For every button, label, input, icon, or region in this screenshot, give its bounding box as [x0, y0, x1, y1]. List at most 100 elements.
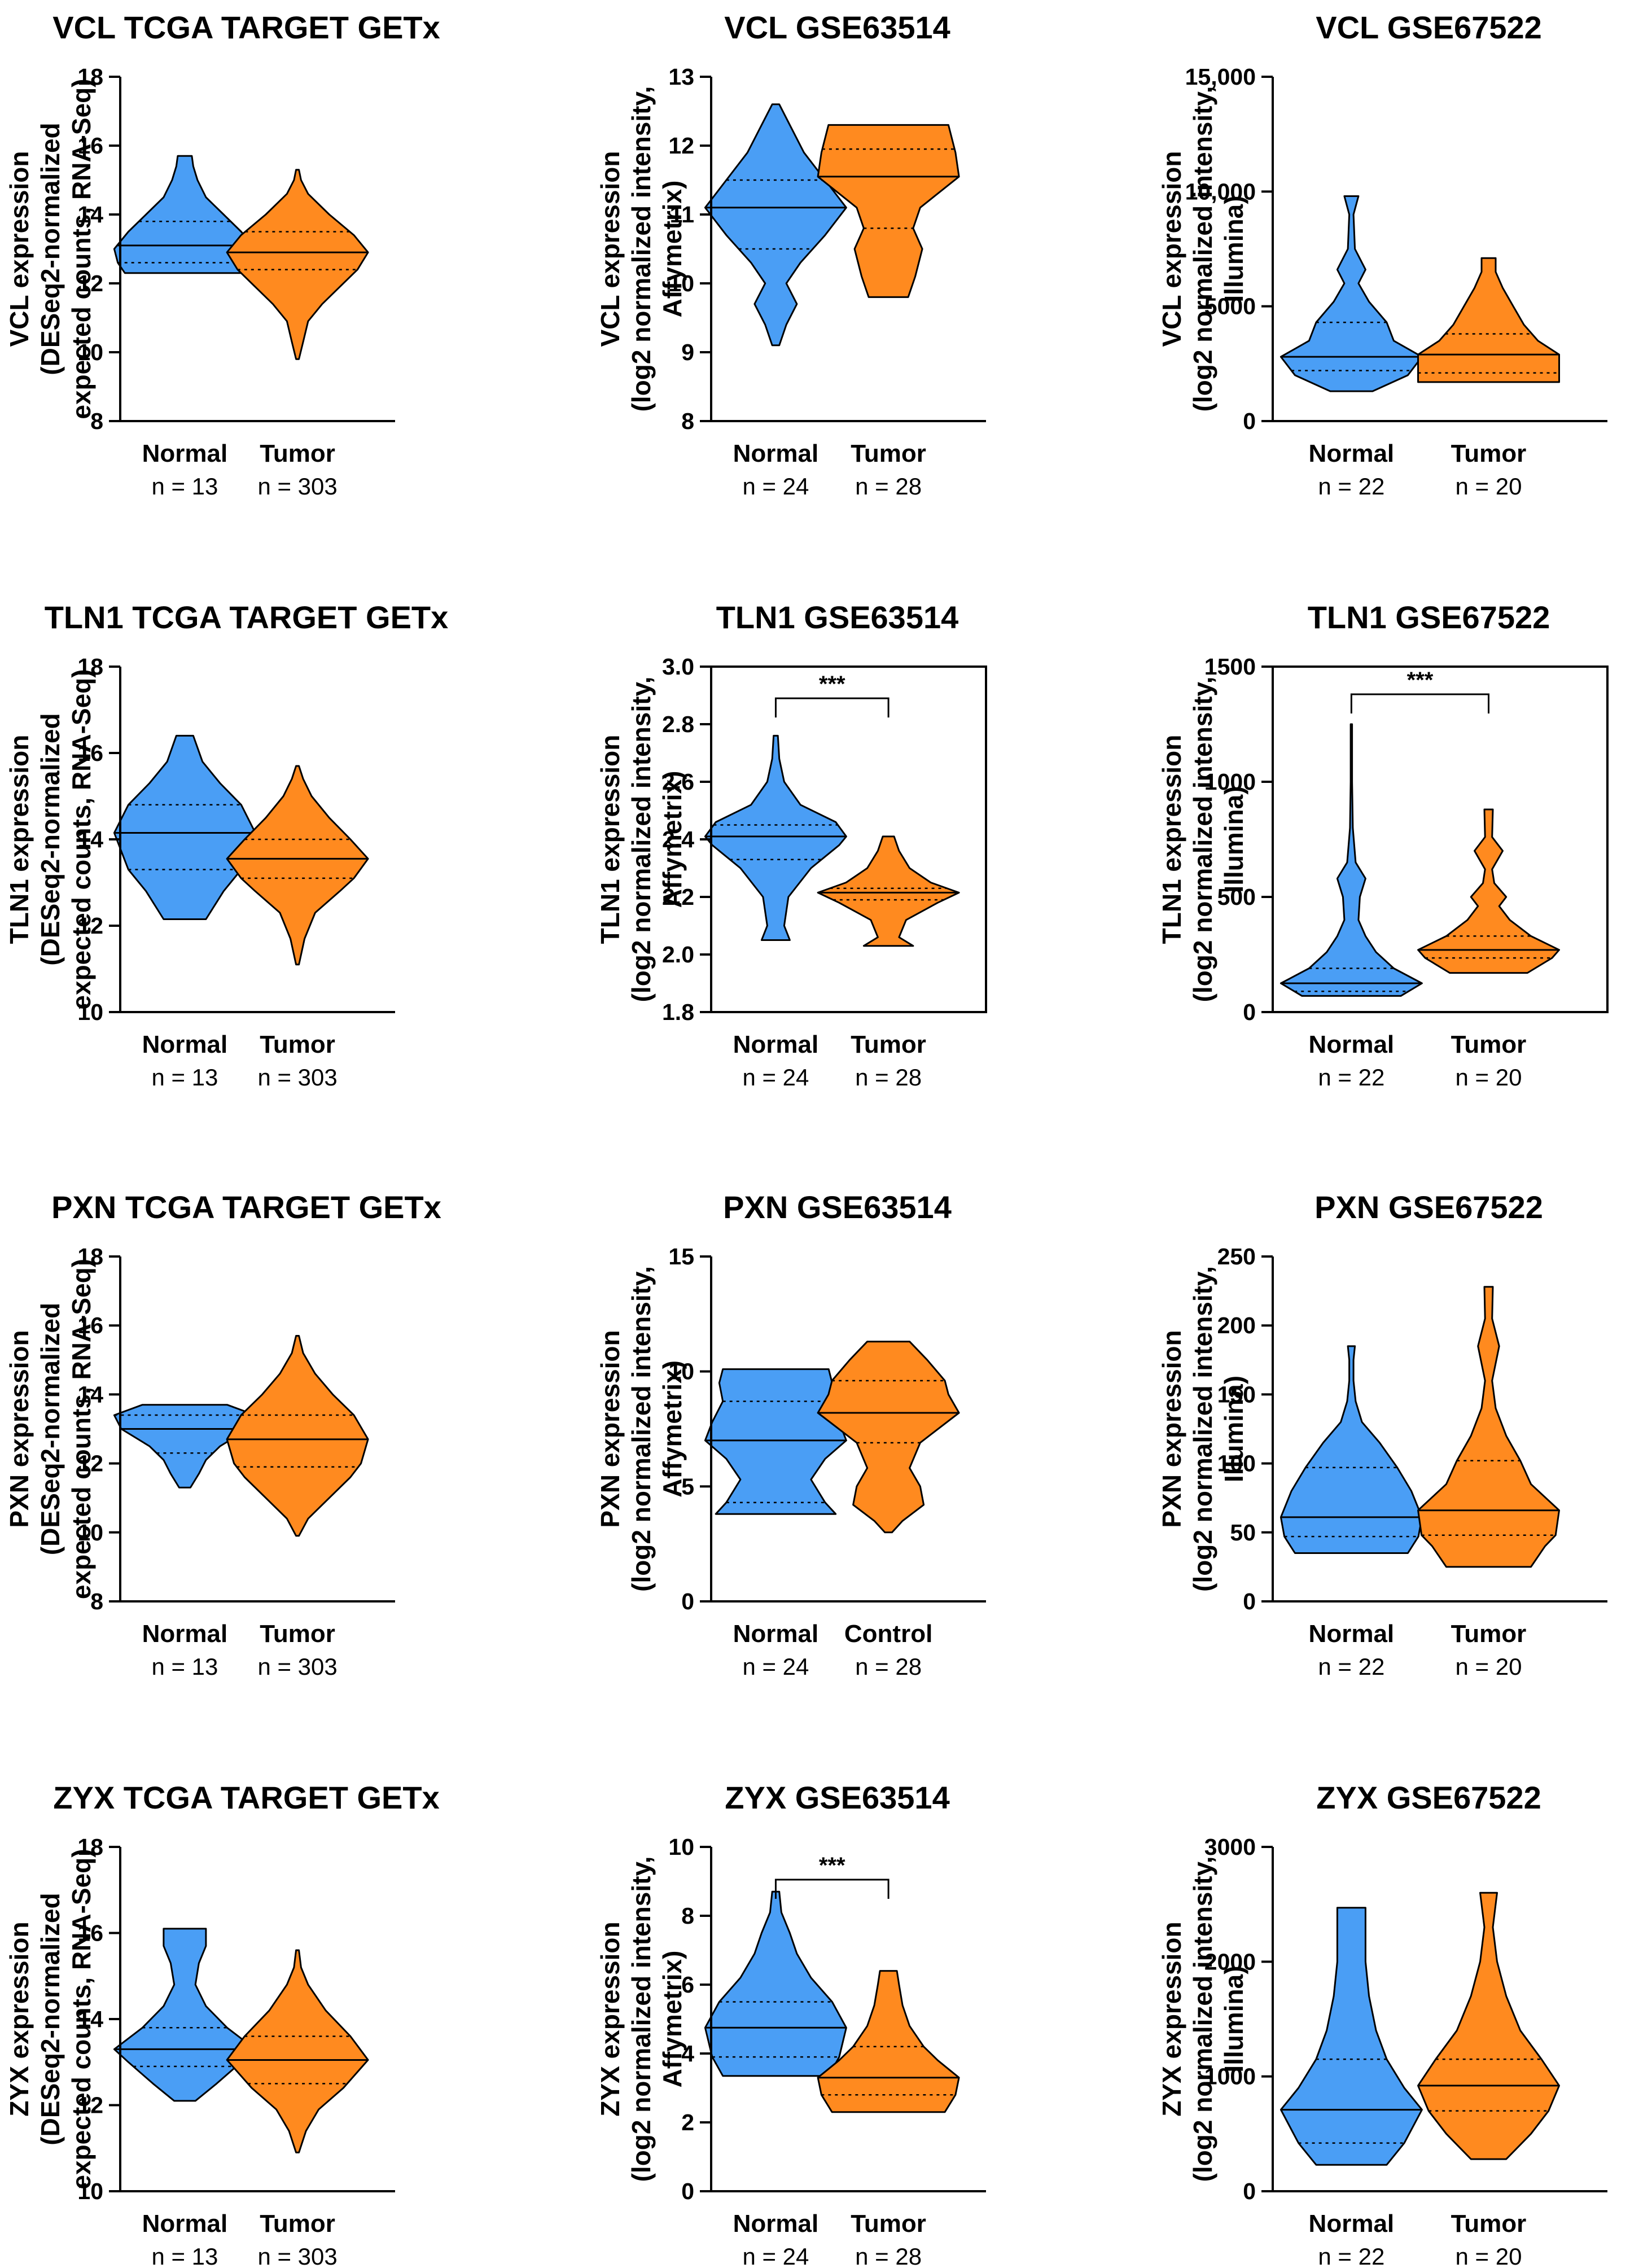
violin-normal — [704, 1890, 847, 2077]
category-label: Tumor — [260, 1031, 335, 1058]
y-tick-label: 8 — [90, 408, 103, 434]
y-axis-label: (log2 normalized intensity, — [1188, 86, 1217, 412]
n-label: n = 22 — [1318, 473, 1384, 500]
n-label: n = 28 — [855, 2243, 922, 2268]
y-axis-label: (log2 normalized intensity, — [1188, 677, 1217, 1002]
violin-tumor — [1417, 808, 1560, 974]
y-tick-label: 8 — [681, 408, 694, 434]
y-tick-label: 200 — [1217, 1312, 1256, 1338]
category-label: Tumor — [260, 1620, 335, 1648]
n-label: n = 24 — [742, 1653, 809, 1680]
n-label: n = 13 — [151, 1064, 218, 1091]
category-label: Normal — [142, 1620, 228, 1648]
category-label: Tumor — [1451, 1031, 1527, 1058]
panel-title: TLN1 GSE67522 — [1308, 599, 1550, 635]
violin-panel-5: TLN1 GSE63514 TLN1 expression (log2 normal… — [595, 599, 987, 1091]
violin-control — [817, 1341, 960, 1534]
violin-tumor — [226, 1949, 369, 2153]
y-tick-label: 18 — [77, 654, 103, 680]
violin-panel-8: PXN GSE63514 PXN expression (log2 normaliz… — [595, 1189, 986, 1680]
y-tick-label: 18 — [77, 64, 103, 90]
violin-normal — [1280, 1345, 1423, 1554]
violin-tumor — [817, 1970, 960, 2113]
y-axis-label: PXN expression — [595, 1330, 625, 1527]
y-axis-label: (DESeq2-normalized — [36, 1893, 65, 2145]
n-label: n = 24 — [742, 2243, 809, 2268]
panel-title: ZYX TCGA TARGET GETx — [53, 1780, 439, 1815]
y-tick-label: 10 — [77, 1520, 103, 1545]
category-label: Normal — [142, 440, 228, 467]
category-label: Normal — [733, 440, 819, 467]
category-label: Normal — [142, 2210, 228, 2238]
y-tick-label: 0 — [1243, 1588, 1256, 1614]
y-axis-label: TLN1 expression — [1157, 735, 1186, 944]
y-axis-label: (DESeq2-normalized — [36, 122, 65, 375]
y-axis-label: Affymetrix) — [658, 771, 687, 908]
significance-bracket — [774, 697, 890, 718]
violin-panel-1: VCL TCGA TARGET GETx VCL expression (DESeq… — [5, 10, 440, 500]
violin-normal — [113, 734, 256, 920]
y-tick-label: 8 — [90, 1588, 103, 1614]
y-axis-label: Illumina) — [1219, 786, 1248, 892]
violin-tumor — [1417, 1892, 1560, 2160]
y-tick-label: 2000 — [1204, 1949, 1256, 1974]
y-axis-label: (log2 normalized intensity, — [626, 1857, 656, 2182]
violin-tumor — [226, 169, 369, 360]
violin-normal — [704, 734, 847, 941]
panel-title: PXN GSE63514 — [723, 1189, 952, 1225]
y-axis-label: Affymetrix) — [658, 1360, 687, 1498]
y-tick-label: 16 — [77, 1312, 103, 1338]
y-axis-label: ZYX expression — [1157, 1921, 1186, 2116]
y-tick-label: 250 — [1217, 1244, 1256, 1269]
violin-panel-2: VCL GSE63514 VCL expression (log2 normaliz… — [595, 10, 986, 500]
y-axis-label: expected counts, RNA-Seq) — [67, 1259, 96, 1599]
violin-normal — [704, 1368, 847, 1515]
y-axis-label: expected counts, RNA-Seq) — [67, 1849, 96, 2189]
y-tick-label: 10 — [668, 1834, 694, 1860]
y-tick-label: 2.2 — [662, 884, 694, 910]
violin-panel-6: TLN1 GSE67522 TLN1 expression (log2 normal… — [1157, 599, 1609, 1091]
y-tick-label: 15,000 — [1185, 64, 1256, 90]
violin-panel-12: ZYX GSE67522 ZYX expression (log2 normaliz… — [1157, 1780, 1607, 2268]
y-axis-label: (log2 normalized intensity, — [626, 86, 656, 412]
y-tick-label: 16 — [77, 1920, 103, 1946]
y-axis-label: Illumina) — [1219, 1965, 1248, 2072]
panel-title: VCL TCGA TARGET GETx — [52, 10, 440, 45]
y-tick-label: 4 — [681, 2041, 694, 2066]
y-tick-label: 10 — [668, 270, 694, 296]
y-tick-label: 6 — [681, 1972, 694, 1998]
n-label: n = 22 — [1318, 2243, 1384, 2268]
n-label: n = 24 — [742, 473, 809, 500]
panel-title: ZYX GSE67522 — [1316, 1780, 1541, 1815]
y-tick-label: 13 — [668, 64, 694, 90]
n-label: n = 24 — [742, 1064, 809, 1091]
panel-title: TLN1 TCGA TARGET GETx — [45, 599, 449, 635]
violin-normal — [704, 103, 847, 347]
y-tick-label: 150 — [1217, 1381, 1256, 1407]
y-tick-label: 2 — [681, 2109, 694, 2135]
y-axis-label: (DESeq2-normalized — [36, 713, 65, 965]
violin-normal — [1280, 723, 1423, 997]
violin-tumor — [1417, 257, 1560, 383]
y-tick-label: 1000 — [1204, 769, 1256, 795]
y-axis-label: VCL expression — [5, 151, 34, 347]
n-label: n = 28 — [855, 1064, 922, 1091]
y-tick-label: 12 — [77, 270, 103, 296]
category-label: Normal — [1309, 1620, 1395, 1648]
n-label: n = 303 — [257, 2243, 337, 2268]
y-tick-label: 1000 — [1204, 2064, 1256, 2090]
y-tick-label: 10 — [668, 1359, 694, 1385]
n-label: n = 303 — [257, 1653, 337, 1680]
violin-panel-3: VCL GSE67522 VCL expression (log2 normaliz… — [1157, 10, 1607, 500]
panel-title: VCL GSE63514 — [724, 10, 950, 45]
category-label: Tumor — [1451, 440, 1527, 467]
category-label: Tumor — [1451, 2210, 1527, 2238]
y-axis-label: (DESeq2-normalized — [36, 1303, 65, 1555]
n-label: n = 13 — [151, 1653, 218, 1680]
violin-normal — [113, 1404, 256, 1488]
y-axis-label: VCL expression — [1157, 151, 1186, 347]
panel-title: ZYX GSE63514 — [725, 1780, 949, 1815]
y-tick-label: 14 — [77, 826, 103, 852]
category-label: Tumor — [851, 1031, 926, 1058]
